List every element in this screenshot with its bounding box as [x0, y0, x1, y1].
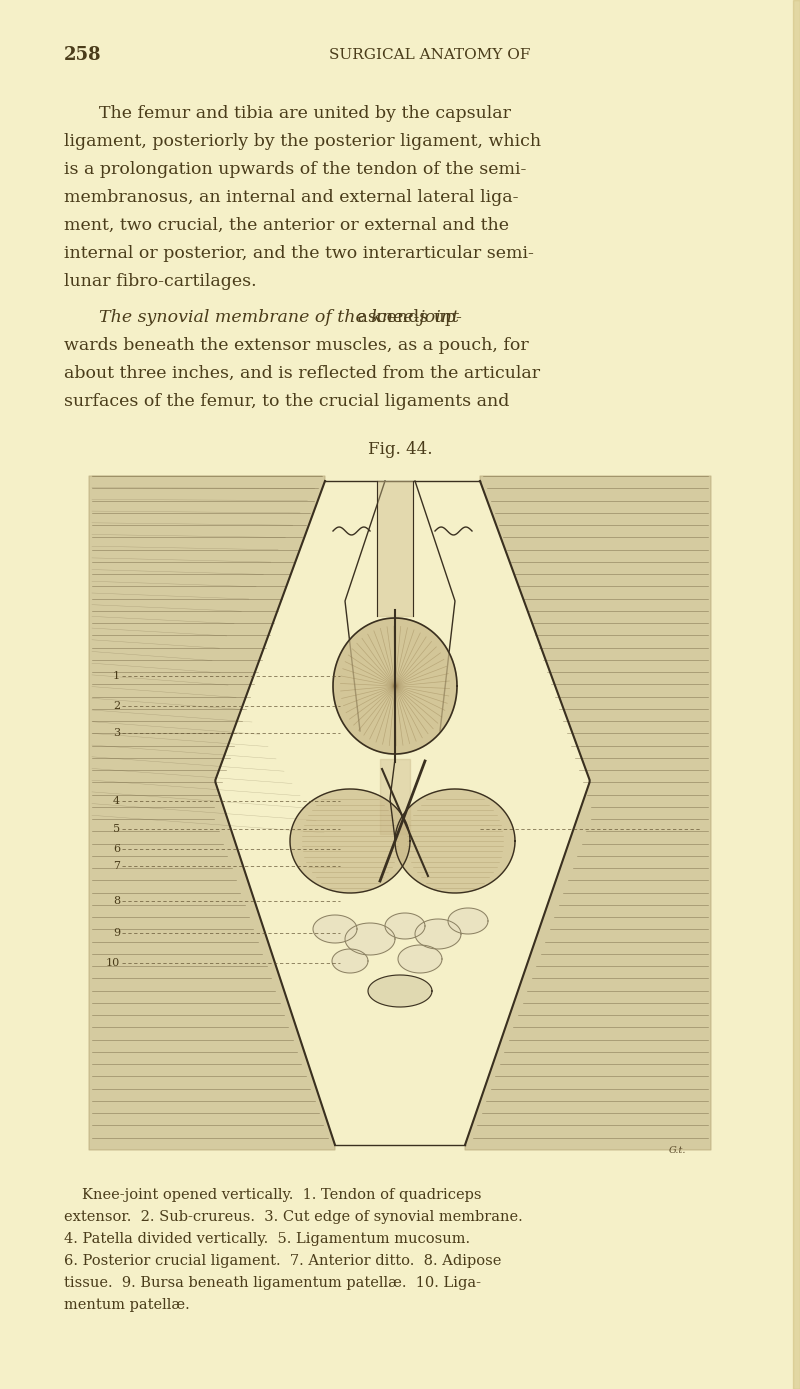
Text: membranosus, an internal and external lateral liga-: membranosus, an internal and external la…	[64, 189, 518, 206]
Text: G.t.: G.t.	[669, 1146, 686, 1156]
Text: SURGICAL ANATOMY OF: SURGICAL ANATOMY OF	[330, 49, 530, 63]
Text: tissue.  9. Bursa beneath ligamentum patellæ.  10. Liga-: tissue. 9. Bursa beneath ligamentum pate…	[64, 1276, 481, 1290]
Text: Knee-joint opened vertically.  1. Tendon of quadriceps: Knee-joint opened vertically. 1. Tendon …	[82, 1188, 482, 1201]
Polygon shape	[332, 949, 368, 974]
Text: extensor.  2. Sub-crureus.  3. Cut edge of synovial membrane.: extensor. 2. Sub-crureus. 3. Cut edge of…	[64, 1210, 522, 1224]
Polygon shape	[448, 908, 488, 933]
Text: wards beneath the extensor muscles, as a pouch, for: wards beneath the extensor muscles, as a…	[64, 338, 529, 354]
Text: 1: 1	[113, 671, 120, 681]
Text: 4: 4	[113, 796, 120, 806]
Polygon shape	[465, 476, 711, 1150]
Text: 8: 8	[113, 896, 120, 906]
Text: internal or posterior, and the two interarticular semi-: internal or posterior, and the two inter…	[64, 244, 534, 263]
Polygon shape	[415, 920, 461, 949]
Polygon shape	[345, 924, 395, 956]
Text: 5: 5	[113, 824, 120, 833]
Text: 10: 10	[106, 958, 120, 968]
Text: 9: 9	[113, 928, 120, 938]
Text: lunar fibro-cartilages.: lunar fibro-cartilages.	[64, 274, 257, 290]
Polygon shape	[368, 975, 432, 1007]
Polygon shape	[333, 618, 457, 754]
Text: ment, two crucial, the anterior or external and the: ment, two crucial, the anterior or exter…	[64, 217, 509, 233]
Text: 6: 6	[113, 845, 120, 854]
Text: The femur and tibia are united by the capsular: The femur and tibia are united by the ca…	[99, 106, 511, 122]
Text: is a prolongation upwards of the tendon of the semi-: is a prolongation upwards of the tendon …	[64, 161, 526, 178]
Polygon shape	[290, 789, 410, 893]
Polygon shape	[313, 915, 357, 943]
Polygon shape	[385, 913, 425, 939]
Polygon shape	[89, 476, 335, 1150]
Text: 2: 2	[113, 701, 120, 711]
Text: surfaces of the femur, to the crucial ligaments and: surfaces of the femur, to the crucial li…	[64, 393, 510, 410]
Text: Fig. 44.: Fig. 44.	[368, 440, 432, 458]
Text: 4. Patella divided vertically.  5. Ligamentum mucosum.: 4. Patella divided vertically. 5. Ligame…	[64, 1232, 470, 1246]
Text: 7: 7	[113, 861, 120, 871]
Text: 3: 3	[113, 728, 120, 738]
Text: 6. Posterior crucial ligament.  7. Anterior ditto.  8. Adipose: 6. Posterior crucial ligament. 7. Anteri…	[64, 1254, 502, 1268]
Text: The synovial membrane of the knee-joint: The synovial membrane of the knee-joint	[99, 308, 459, 326]
Text: ligament, posteriorly by the posterior ligament, which: ligament, posteriorly by the posterior l…	[64, 133, 541, 150]
Polygon shape	[398, 945, 442, 974]
Polygon shape	[395, 789, 515, 893]
Text: ascends up-: ascends up-	[353, 308, 462, 326]
Text: 258: 258	[64, 46, 102, 64]
Text: mentum patellæ.: mentum patellæ.	[64, 1297, 190, 1313]
Text: about three inches, and is reflected from the articular: about three inches, and is reflected fro…	[64, 365, 540, 382]
Bar	[793, 0, 800, 1389]
